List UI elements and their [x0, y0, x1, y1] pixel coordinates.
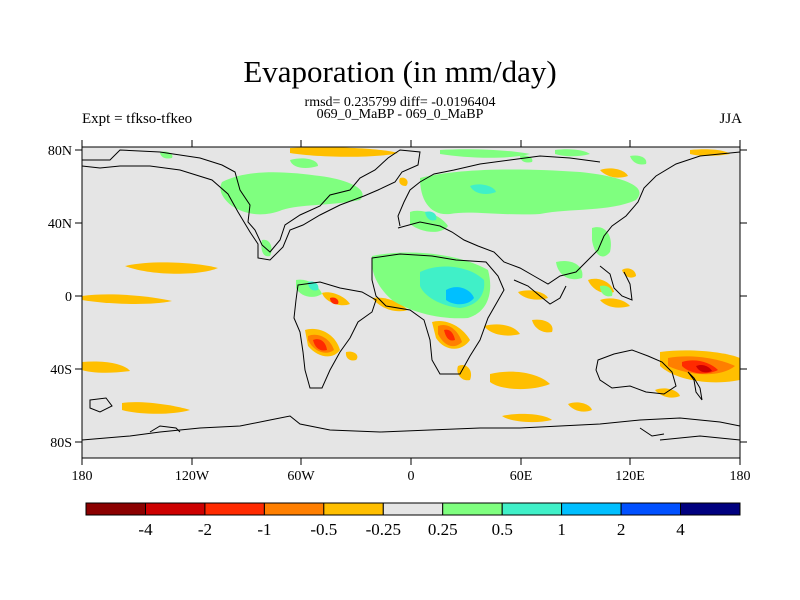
y-tick-labels: 80N 40N 0 40S 80S	[48, 144, 72, 451]
y-tick-label-1: 40N	[48, 217, 72, 232]
colorbar-box-3	[263, 502, 325, 516]
x-tick-label-5: 120E	[615, 469, 645, 484]
colorbar-box-2	[204, 502, 265, 516]
colorbar	[85, 502, 741, 516]
colorbar-label-5: 0.25	[428, 520, 458, 539]
colorbar-label-9: 4	[676, 520, 685, 539]
axis-ticks	[75, 140, 747, 465]
x-tick-label-4: 60E	[510, 469, 533, 484]
coastlines	[81, 149, 741, 441]
colorbar-box-5	[382, 502, 444, 516]
colorbar-box-0	[85, 502, 146, 516]
y-tick-label-3: 40S	[50, 363, 72, 378]
colorbar-label-2: -1	[257, 520, 271, 539]
x-tick-label-2: 60W	[287, 469, 315, 484]
y-tick-label-4: 80S	[50, 436, 72, 451]
colorbar-label-6: 0.5	[492, 520, 513, 539]
colorbar-box-6	[442, 502, 503, 516]
y-tick-label-0: 80N	[48, 144, 72, 159]
y-tick-label-2: 0	[65, 290, 72, 305]
colorbar-box-1	[145, 502, 206, 516]
colorbar-box-7	[501, 502, 563, 516]
colorbar-label-8: 2	[617, 520, 626, 539]
x-tick-labels: 180 120W 60W 0 60E 120E 180	[72, 469, 751, 484]
x-tick-label-3: 0	[408, 469, 415, 484]
colorbar-labels: -4 -2 -1 -0.5 -0.25 0.25 0.5 1 2 4	[138, 520, 685, 539]
colorbar-box-4	[323, 502, 384, 516]
colorbar-box-8	[561, 502, 622, 516]
colorbar-box-9	[620, 502, 682, 516]
experiment-label: Expt = tfkso-tfkeo	[82, 111, 193, 127]
colorbar-label-1: -2	[198, 520, 212, 539]
case-names: 069_0_MaBP - 069_0_MaBP	[316, 107, 484, 122]
colorbar-label-7: 1	[557, 520, 566, 539]
colorbar-label-3: -0.5	[310, 520, 337, 539]
colorbar-box-10	[680, 502, 741, 516]
season-label: JJA	[719, 111, 742, 127]
x-tick-label-6: 180	[730, 469, 751, 484]
x-tick-label-0: 180	[72, 469, 93, 484]
stats-line: rmsd= 0.235799 diff= -0.0196404	[304, 95, 496, 110]
map-title: Evaporation (in mm/day)	[243, 54, 557, 89]
colorbar-label-0: -4	[138, 520, 153, 539]
colorbar-label-4: -0.25	[366, 520, 401, 539]
x-tick-label-1: 120W	[175, 469, 210, 484]
